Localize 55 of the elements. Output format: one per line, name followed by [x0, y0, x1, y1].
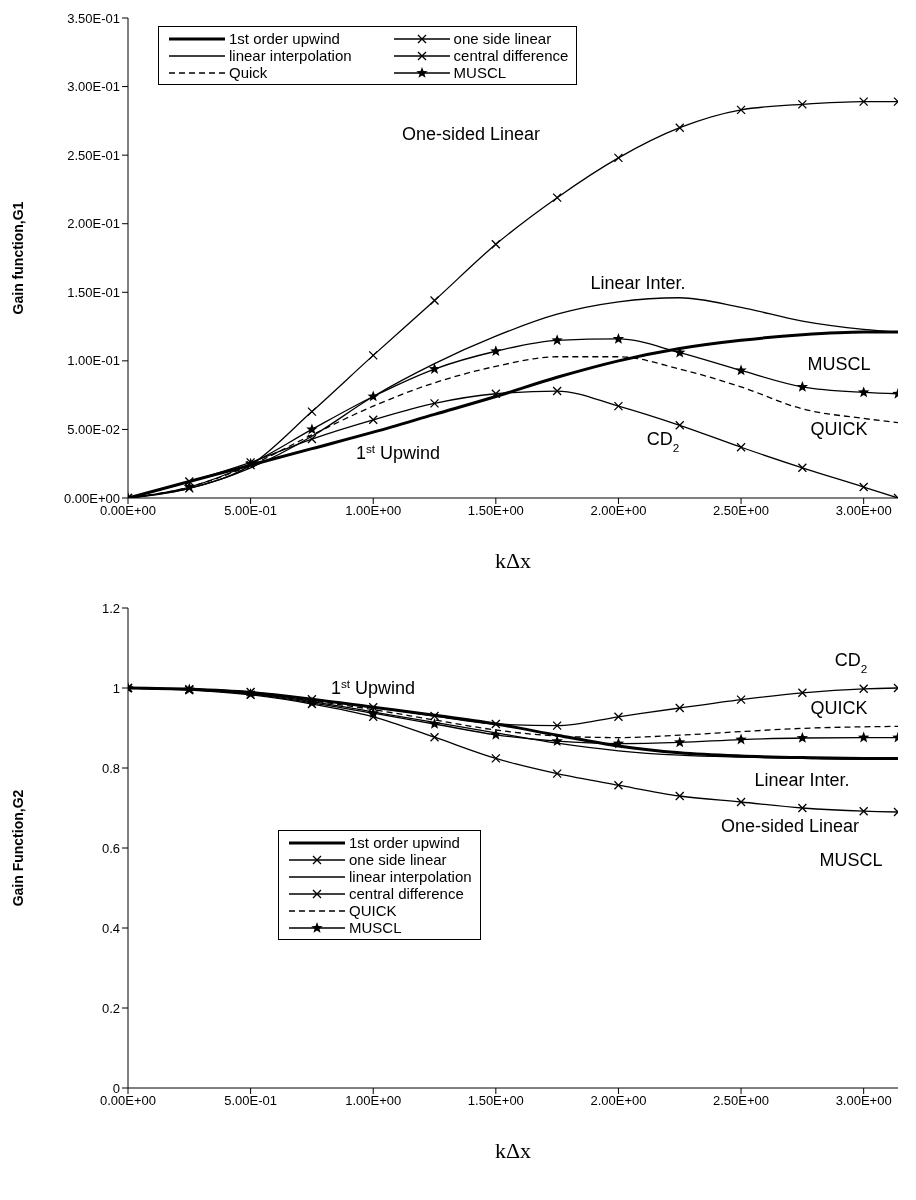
x-axis-title: kΔx: [494, 1138, 532, 1163]
x-tick-label: 1.50E+00: [467, 1093, 524, 1109]
annotation: CD$_{2}$: [834, 650, 868, 675]
legend-label: linear interpolation: [229, 47, 352, 64]
annotation: One-sided Linear: [720, 816, 860, 836]
legend-label: 1st order upwind: [229, 30, 340, 47]
legend-label: 1st order upwind: [349, 834, 460, 851]
annotation: 1$^{st}$ Upwind: [330, 676, 416, 698]
y-tick-label: 0.6: [101, 840, 120, 856]
y-tick-label: 1: [112, 680, 120, 696]
x-tick-label: 2.00E+00: [590, 1093, 647, 1109]
y-tick-label: 2.50E-01: [67, 147, 120, 163]
y-tick-label: 2.00E-01: [67, 216, 120, 232]
y-tick-label: 0: [112, 1080, 120, 1096]
y-tick-label: 1.00E-01: [67, 353, 120, 369]
y-tick-label: 0.2: [101, 1000, 120, 1016]
annotation: 1$^{st}$ Upwind: [355, 441, 441, 463]
x-axis-title: kΔx: [494, 548, 532, 573]
x-tick-label: 5.00E-01: [224, 503, 277, 519]
y-tick-label: 3.50E-01: [67, 10, 120, 26]
legend-label: MUSCL: [349, 919, 402, 936]
x-tick-label: 2.50E+00: [713, 503, 770, 519]
y-tick-label: 0.8: [101, 760, 120, 776]
x-tick-label: 5.00E-01: [224, 1093, 277, 1109]
y-tick-label: 3.00E-01: [67, 79, 120, 95]
x-tick-label: 1.50E+00: [467, 503, 524, 519]
y-tick-label: 0.00E+00: [63, 490, 120, 506]
legend-label: one side linear: [453, 30, 552, 47]
x-tick-label: 2.50E+00: [713, 1093, 770, 1109]
x-tick-label: 1.00E+00: [345, 1093, 402, 1109]
legend-label: QUICK: [349, 902, 397, 919]
x-tick-label: 1.00E+00: [345, 503, 402, 519]
x-tick-label: 2.00E+00: [590, 503, 647, 519]
legend-label: one side linear: [349, 851, 447, 868]
y-tick-label: 1.2: [101, 600, 120, 616]
annotation: Linear Inter.: [754, 770, 850, 790]
y-tick-label: 0.4: [101, 920, 120, 936]
annotation: MUSCL: [807, 354, 871, 374]
y-tick-label: 5.00E-02: [67, 422, 120, 438]
legend-label: MUSCL: [453, 64, 507, 81]
annotation: QUICK: [810, 698, 868, 718]
annotation: MUSCL: [819, 850, 883, 870]
legend-label: Quick: [229, 64, 268, 81]
x-tick-label: 3.00E+00: [835, 503, 892, 519]
annotation: QUICK: [810, 419, 868, 439]
y-axis-title: Gain function,G1: [9, 201, 26, 315]
x-tick-label: 3.00E+00: [835, 1093, 892, 1109]
annotation: One-sided Linear: [401, 124, 541, 144]
annotation: CD$_{2}$: [646, 429, 680, 454]
y-axis-title: Gain Function,G2: [9, 789, 26, 907]
legend-label: central difference: [453, 47, 569, 64]
legend-label: linear interpolation: [349, 868, 472, 885]
annotation: Linear Inter.: [590, 273, 686, 293]
y-tick-label: 1.50E-01: [67, 284, 120, 300]
legend-label: central difference: [349, 885, 464, 902]
